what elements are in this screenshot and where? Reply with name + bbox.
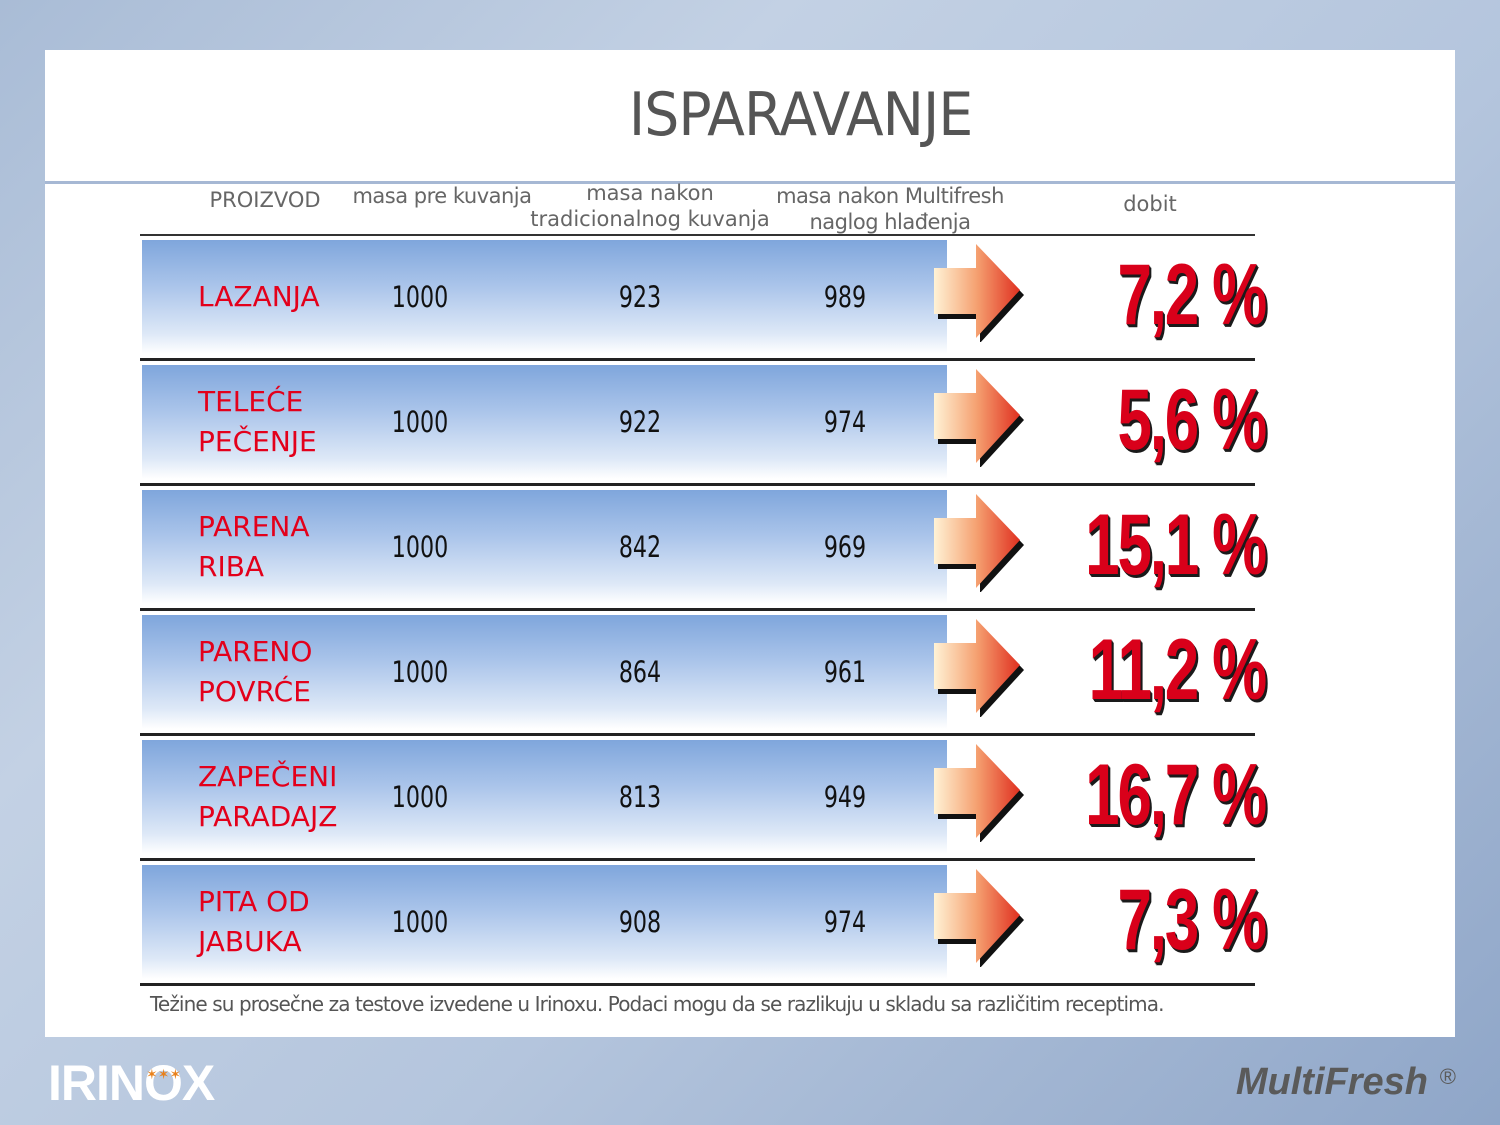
row-rule — [140, 608, 1255, 611]
mass-multifresh-value: 961 — [823, 655, 867, 689]
arrow-right-icon — [934, 869, 1024, 967]
gain-value: 16,7 % — [1085, 747, 1267, 843]
table-row: LAZANJA 1000 923 989 7,2 % — [140, 236, 1267, 358]
mass-before-value: 1000 — [391, 905, 449, 939]
header-mass-traditional: masa nakon tradicionalnog kuvanja — [525, 180, 775, 232]
irinox-logo: IRINOX — [48, 1055, 215, 1111]
header-mass-multifresh-line1: masa nakon Multifresh — [776, 184, 1004, 208]
slide-title: ISPARAVANJE — [628, 80, 973, 150]
header-gain: dobit — [1123, 192, 1177, 216]
table-body: LAZANJA 1000 923 989 7,2 % TELEĆE PEČENJ… — [140, 236, 1267, 986]
product-name: TELEĆE PEČENJE — [198, 361, 368, 483]
mass-traditional-value: 842 — [618, 530, 662, 564]
arrow-right-icon — [934, 494, 1024, 592]
product-name-line1: ZAPEČENI — [198, 760, 338, 793]
mass-traditional-value: 908 — [618, 905, 662, 939]
row-rule — [140, 733, 1255, 736]
header-mass-traditional-line1: masa nakon — [586, 181, 714, 205]
gain-value: 5,6 % — [1117, 372, 1267, 468]
product-name-line1: PARENO — [198, 635, 313, 668]
header-mass-before: masa pre kuvanja — [352, 184, 532, 208]
mass-before-value: 1000 — [391, 530, 449, 564]
gain-value: 15,1 % — [1085, 497, 1267, 593]
gain-value: 7,3 % — [1117, 872, 1267, 968]
product-name-line1: PITA OD — [198, 885, 310, 918]
table-row: ZAPEČENI PARADAJZ 1000 813 949 16,7 % — [140, 736, 1267, 858]
product-name: PARENA RIBA — [198, 486, 368, 608]
slide-panel: ISPARAVANJE PROIZVOD masa pre kuvanja ma… — [45, 50, 1455, 1037]
header-product: PROIZVOD — [209, 188, 321, 212]
irinox-stars-icon: ✶✶✶ — [146, 1066, 182, 1082]
row-band — [142, 365, 947, 479]
product-name: LAZANJA — [198, 236, 368, 358]
row-band — [142, 490, 947, 604]
gain-value: 7,2 % — [1117, 247, 1267, 343]
registered-mark: ® — [1439, 1064, 1456, 1089]
arrow-right-icon — [934, 369, 1024, 467]
row-rule — [140, 983, 1255, 986]
product-name-line2: PEČENJE — [198, 425, 317, 458]
product-name-line1: LAZANJA — [198, 280, 320, 313]
product-name: ZAPEČENI PARADAJZ — [198, 736, 368, 858]
header-mass-multifresh-line2: naglog hlađenja — [809, 210, 971, 234]
title-divider — [45, 181, 1455, 184]
product-name-line1: PARENA — [198, 510, 310, 543]
mass-before-value: 1000 — [391, 405, 449, 439]
row-band — [142, 615, 947, 729]
arrow-right-icon — [934, 244, 1024, 342]
table-row: PITA OD JABUKA 1000 908 974 7,3 % — [140, 861, 1267, 983]
row-band — [142, 240, 947, 354]
mass-traditional-value: 922 — [618, 405, 662, 439]
mass-multifresh-value: 974 — [823, 905, 867, 939]
row-band — [142, 865, 947, 979]
footnote: Težine su prosečne za testove izvedene u… — [150, 992, 1164, 1016]
mass-traditional-value: 813 — [618, 780, 662, 814]
product-name-line2: RIBA — [198, 550, 265, 583]
mass-multifresh-value: 949 — [823, 780, 867, 814]
product-name: PITA OD JABUKA — [198, 861, 368, 983]
table-row: TELEĆE PEČENJE 1000 922 974 5,6 % — [140, 361, 1267, 483]
mass-traditional-value: 864 — [618, 655, 662, 689]
arrow-right-icon — [934, 619, 1024, 717]
evaporation-table: LAZANJA 1000 923 989 7,2 % TELEĆE PEČENJ… — [140, 234, 1267, 986]
product-name-line2: POVRĆE — [198, 675, 311, 708]
header-mass-multifresh: masa nakon Multifresh naglog hlađenja — [775, 183, 1005, 235]
gain-value: 11,2 % — [1088, 622, 1268, 718]
mass-before-value: 1000 — [391, 780, 449, 814]
product-name-line2: JABUKA — [198, 925, 302, 958]
table-row: PARENO POVRĆE 1000 864 961 11,2 % — [140, 611, 1267, 733]
header-mass-traditional-line2: tradicionalnog kuvanja — [530, 207, 770, 231]
row-rule — [140, 483, 1255, 486]
table-row: PARENA RIBA 1000 842 969 15,1 % — [140, 486, 1267, 608]
mass-before-value: 1000 — [391, 280, 449, 314]
row-band — [142, 740, 947, 854]
multifresh-logo: MultiFresh — [1235, 1061, 1428, 1103]
product-name-line2: PARADAJZ — [198, 800, 338, 833]
product-name-line1: TELEĆE — [198, 385, 304, 418]
mass-traditional-value: 923 — [618, 280, 662, 314]
mass-multifresh-value: 989 — [823, 280, 867, 314]
mass-multifresh-value: 969 — [823, 530, 867, 564]
table-top-rule — [140, 234, 1255, 236]
arrow-right-icon — [934, 744, 1024, 842]
row-rule — [140, 358, 1255, 361]
mass-before-value: 1000 — [391, 655, 449, 689]
row-rule — [140, 858, 1255, 861]
product-name: PARENO POVRĆE — [198, 611, 368, 733]
mass-multifresh-value: 974 — [823, 405, 867, 439]
